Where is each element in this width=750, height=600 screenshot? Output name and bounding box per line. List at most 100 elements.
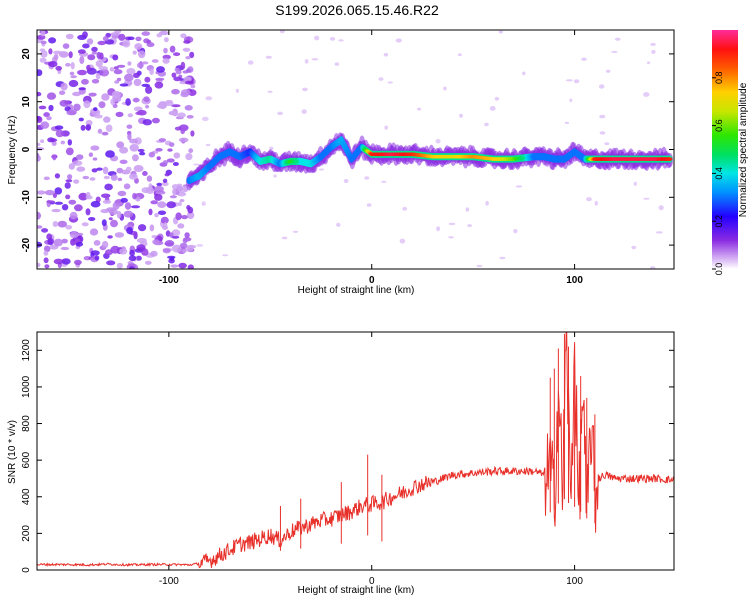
- spectrogram-noise-blob: [127, 132, 132, 141]
- snr-y-tick-label: 600: [21, 451, 32, 468]
- spectrogram-noise-blob: [105, 150, 115, 158]
- spectrogram-noise-blob: [72, 91, 82, 97]
- spectrogram-noise-blob: [417, 107, 422, 111]
- spectrogram-noise-blob: [88, 92, 97, 97]
- spectrogram-noise-blob: [114, 232, 125, 238]
- spectrogram-noise-blob: [99, 68, 110, 77]
- spectrogram-noise-blob: [112, 103, 118, 108]
- spectrogram-noise-blob: [494, 96, 500, 101]
- spectrogram-noise-blob: [132, 154, 139, 162]
- spectrogram-noise-blob: [51, 208, 61, 213]
- spectrogram-noise-blob: [150, 200, 158, 205]
- spectrogram-noise-blob: [165, 101, 174, 106]
- spectrogram-noise-blob: [160, 216, 169, 224]
- spectrogram-noise-blob: [79, 56, 85, 65]
- spectrogram-noise-blob: [154, 213, 159, 218]
- spectrogram-noise-blob: [82, 43, 90, 49]
- spectrogram-noise-blob: [151, 59, 159, 63]
- spectrogram-noise-blob: [101, 209, 108, 213]
- spectrogram-noise-blob: [171, 72, 177, 78]
- spectrogram-noise-blob: [149, 68, 154, 75]
- spectrogram-noise-blob: [177, 223, 185, 229]
- spectrogram-noise-blob: [78, 192, 88, 201]
- spectrogram-noise-blob: [53, 258, 64, 265]
- spectrogram-noise-blob: [135, 36, 142, 42]
- spectrogram-noise-blob: [338, 39, 344, 42]
- spectrogram-noise-blob: [158, 138, 167, 142]
- spectrogram-noise-blob: [144, 76, 151, 83]
- spectrogram-noise-blob: [114, 80, 120, 84]
- spectrogram-noise-blob: [150, 250, 158, 257]
- spectrogram-noise-blob: [265, 55, 272, 59]
- spectrogram-noise-blob: [143, 96, 150, 103]
- spectrogram-noise-blob: [114, 200, 121, 204]
- spectrogram-noise-blob: [60, 82, 68, 91]
- colorbar-tick-label: 0.6: [714, 119, 724, 132]
- snr-plot-area: [37, 332, 674, 569]
- spectrogram-noise-blob: [132, 192, 137, 200]
- spectrogram-noise-blob: [74, 259, 82, 265]
- spectrogram-noise-blob: [51, 141, 57, 146]
- snr-x-ticks: -100 0 100: [159, 332, 583, 587]
- spectrogram-noise-blob: [117, 64, 126, 68]
- spectrogram-noise-blob: [279, 30, 285, 34]
- spectrogram-noise-blob: [378, 77, 384, 81]
- spectrogram-noise-blob: [129, 138, 138, 144]
- spectrogram-noise-blob: [38, 105, 47, 110]
- spectrogram-noise-blob: [141, 83, 150, 87]
- spectrogram-noise-blob: [61, 204, 69, 211]
- spectrogram-noise-blob: [443, 86, 447, 91]
- spectrogram-noise-blob: [161, 181, 169, 187]
- spectrogram-noise-blob: [139, 151, 146, 156]
- spectrogram-noise-blob: [489, 106, 496, 111]
- spectrogram-noise-blob: [142, 119, 152, 126]
- spectrogram-noise-blob: [85, 208, 91, 216]
- spectrogram-noise-blob: [586, 197, 592, 202]
- spectrogram-noise-blob: [80, 124, 86, 131]
- spectrogram-noise-blob: [594, 200, 598, 206]
- spectrogram-noise-blob: [395, 38, 402, 43]
- spectrogram-noise-blob: [457, 53, 462, 56]
- spectrogram-noise-blob: [102, 36, 109, 42]
- spectrogram-noise-blob: [127, 61, 132, 66]
- spectrogram-noise-blob: [175, 212, 182, 221]
- spectrogram-noise-blob: [76, 166, 86, 172]
- spectrogram-noise-blob: [163, 47, 168, 54]
- spectrogram-noise-blob: [65, 147, 74, 156]
- spectrogram-noise-blob: [105, 124, 113, 132]
- spectrogram-noise-blob: [76, 154, 84, 160]
- spectrogram-noise-blob: [145, 104, 150, 109]
- spectrogram-noise-blob: [77, 49, 86, 54]
- spectrogram-noise-blob: [151, 235, 157, 239]
- spectrogram-noise-blob: [334, 62, 340, 66]
- spectrogram-noise-blob: [164, 240, 175, 247]
- spectrogram-noise-blob: [448, 236, 454, 239]
- spectrogram-noise-blob: [498, 30, 503, 34]
- spectrogram-noise-blob: [90, 145, 100, 151]
- spectrogram-noise-blob: [94, 255, 100, 261]
- spectrogram-noise-blob: [39, 57, 47, 63]
- spectrogram-noise-blob: [101, 131, 109, 136]
- spectrogram-noise-blob: [383, 52, 389, 57]
- spectrogram-noise-blob: [573, 79, 580, 84]
- spectrogram-noise-blob: [129, 266, 135, 269]
- spectrogram-noise-blob: [46, 116, 52, 121]
- spectrogram-noise-blob: [180, 89, 191, 96]
- spectrogram-noise-blob: [59, 90, 66, 96]
- spectrogram-noise-blob: [73, 179, 80, 184]
- spectrogram-noise-blob: [54, 187, 63, 195]
- spectrogram-noise-blob: [137, 148, 145, 153]
- spectrogram-noise-blob: [465, 207, 470, 212]
- spectrogram-noise-blob: [102, 166, 109, 175]
- spectrogram-noise-blob: [37, 154, 41, 162]
- spectrogram-noise-blob: [112, 201, 120, 210]
- spectrogram-noise-blob: [614, 37, 621, 41]
- spectrogram-noise-blob: [104, 183, 113, 191]
- spectrogram-noise-blob: [182, 238, 188, 244]
- spectrogram-noise-blob: [318, 168, 325, 171]
- spectrogram-noise-blob: [95, 196, 101, 203]
- spectrogram-noise-blob: [156, 104, 164, 109]
- snr-x-tick-label: 0: [369, 576, 375, 587]
- spectrogram-noise-blob: [110, 174, 118, 181]
- spectrogram-noise-blob: [92, 109, 101, 117]
